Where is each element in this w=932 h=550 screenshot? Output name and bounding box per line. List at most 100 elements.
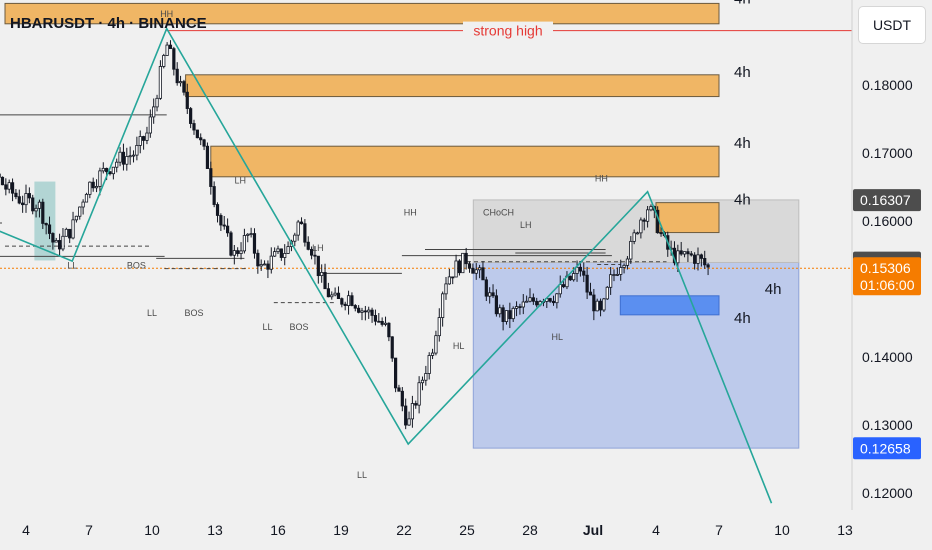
candle-body (434, 335, 438, 354)
candle-body (521, 301, 525, 308)
candle-body (367, 309, 371, 313)
candle-body (283, 253, 287, 258)
time-tick-label: 16 (270, 522, 286, 538)
candle-body (10, 182, 15, 194)
candle-body (373, 315, 378, 322)
price-tick-label: 0.16000 (862, 213, 913, 229)
candle-body (477, 267, 482, 271)
time-tick-label: 4 (652, 522, 660, 538)
candle-body (195, 129, 199, 139)
candle-body (320, 272, 324, 277)
supply-zone-label: 4h (734, 192, 751, 209)
structure-label: CHoCH (483, 208, 514, 218)
candle-body (91, 181, 95, 189)
candle-body (323, 272, 327, 290)
candle-body (21, 202, 25, 206)
candle-body (182, 81, 186, 93)
candle-body (400, 390, 404, 407)
candle-body (27, 193, 31, 199)
candle-body (135, 144, 139, 156)
candle-body (605, 286, 609, 300)
candle-body (212, 186, 216, 205)
candle-body (316, 255, 320, 277)
candle-body (679, 250, 683, 255)
candle-body (94, 186, 99, 189)
candle-body (333, 292, 337, 296)
candle-body (471, 267, 475, 274)
zigzag-line (0, 26, 773, 504)
candle-body (407, 418, 411, 426)
candle-body (417, 382, 421, 406)
structure-label: BOS (289, 322, 308, 332)
candle-body (491, 292, 495, 297)
candle-body (612, 274, 616, 276)
candle-body (172, 48, 176, 70)
candle-body (98, 170, 102, 187)
candle-body (632, 232, 636, 242)
candle-body (622, 264, 626, 268)
chart-title: HBARUSDT · 4h · BINANCE (10, 15, 207, 32)
candle-body (293, 234, 297, 242)
currency-selector[interactable]: USDT (858, 6, 926, 44)
candle-body (508, 310, 512, 320)
supply-zone (185, 74, 720, 98)
candle-body (162, 55, 166, 67)
candle-body (175, 68, 179, 84)
candle-body (152, 106, 156, 118)
candle-body (232, 250, 236, 256)
candle-body (273, 251, 277, 257)
candle-body (504, 310, 509, 322)
candle-body (693, 254, 697, 264)
candle-body (111, 166, 115, 175)
structure-label-layer: LHBOSLLHHBOSLHLLBOSLLBOSLHLLHHCHoCHLHHLH… (67, 9, 608, 480)
structure-label: HL (453, 341, 465, 351)
candle-body (706, 264, 710, 268)
demand-block-label: 4h (734, 310, 751, 327)
candle-body (380, 321, 384, 325)
candle-body (357, 307, 361, 313)
price-badge (853, 189, 921, 212)
candle-body (7, 182, 11, 190)
time-axis[interactable]: 4 7 10 13 16 19 22 25 28 Jul 4 7 10 13 (0, 510, 853, 550)
price-badge-label: 0.16307 (860, 192, 911, 208)
candle-body (646, 209, 650, 222)
candle-body (578, 266, 583, 272)
candle-body (629, 240, 633, 260)
candle-body (474, 269, 478, 274)
candle-body (555, 293, 559, 304)
candle-body (420, 379, 425, 384)
candle-body (350, 295, 354, 306)
teal-box (34, 181, 56, 261)
price-tick-label: 0.14000 (862, 349, 913, 365)
candle-body (619, 267, 623, 275)
candle-body (595, 300, 599, 312)
candle-body (531, 297, 535, 302)
candle-body (252, 233, 257, 254)
candle-body (568, 275, 572, 281)
candle-body (64, 228, 68, 237)
candle-body (51, 233, 55, 243)
candle-body (249, 233, 253, 235)
price-axis[interactable]: 0.18000 0.17000 0.16000 0.14000 0.13000 0.120… (851, 0, 932, 550)
candle-body (340, 298, 344, 305)
candle-body (551, 300, 556, 304)
candle-body (582, 270, 586, 276)
candle-body (74, 215, 78, 221)
zone-layer: 4h 4h 4h 4h 4h 4h (4, 0, 800, 449)
candle-body (71, 219, 75, 239)
price-badge-countdown: 01:06:00 (860, 277, 915, 293)
candle-body (326, 288, 331, 298)
candle-body (414, 403, 418, 406)
candle-body (330, 294, 334, 298)
candle-body (649, 206, 653, 211)
candle-body (4, 184, 8, 190)
candle-body (689, 253, 693, 256)
candle-body (383, 322, 388, 325)
candle-body (68, 228, 72, 239)
price-tick-label: 0.18000 (862, 77, 913, 93)
supply-zone-label: 4h (734, 135, 751, 152)
candle-body (588, 291, 593, 296)
candle-body (424, 373, 428, 381)
price-tick-label: 0.12000 (862, 485, 913, 501)
